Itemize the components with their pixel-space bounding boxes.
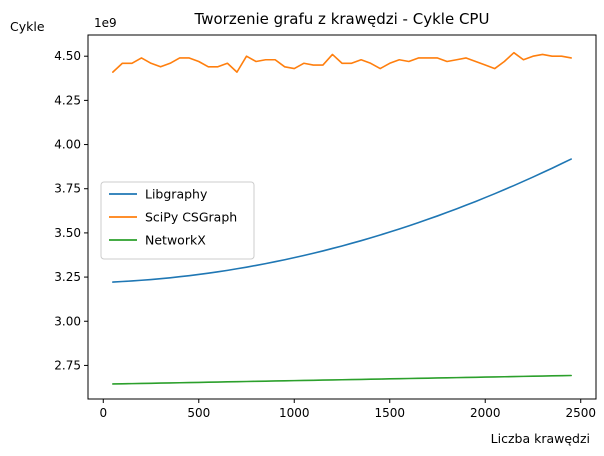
legend-box: [100, 181, 255, 260]
axes-layer: 0 500 1000 1500 2000 2500 2.75 3.00 3.25 3.50 3.75…: [54, 34, 597, 420]
x-tick-label: 2500: [565, 406, 596, 420]
y-tick-label: 3.00: [54, 314, 81, 328]
y-axis-label: Cykle: [10, 19, 45, 34]
y-tick-label: 3.50: [54, 226, 81, 240]
y-tick-label: 2.75: [54, 358, 81, 372]
y-tick-label: 3.75: [54, 182, 81, 196]
y-tick-label: 4.25: [54, 93, 81, 107]
x-tick-label: 2000: [470, 406, 501, 420]
x-tick-label: 500: [187, 406, 210, 420]
series-layer: [112, 51, 572, 385]
legend-label: SciPy CSGraph: [145, 210, 237, 225]
axes-frame: [87, 34, 597, 400]
y-tick-label: 4.50: [54, 49, 81, 63]
x-tick-label: 1500: [374, 406, 405, 420]
series-line-scipy-csgraph: [112, 51, 572, 73]
chart-title: Tworzenie grafu z krawędzi - Cykle CPU: [194, 10, 490, 28]
legend-label: NetworkX: [145, 233, 206, 248]
y-tick-label: 4.00: [54, 138, 81, 152]
legend: Libgraphy SciPy CSGraph NetworkX: [100, 181, 255, 260]
y-tick-label: 3.25: [54, 270, 81, 284]
x-axis-label: Liczba krawędzi: [491, 431, 590, 446]
y-offset-text: 1e9: [94, 16, 117, 30]
legend-label: Libgraphy: [145, 187, 208, 202]
x-tick-label: 0: [99, 406, 107, 420]
series-line-libgraphy: [112, 158, 572, 283]
series-line-networkx: [112, 374, 572, 385]
x-tick-label: 1000: [279, 406, 310, 420]
